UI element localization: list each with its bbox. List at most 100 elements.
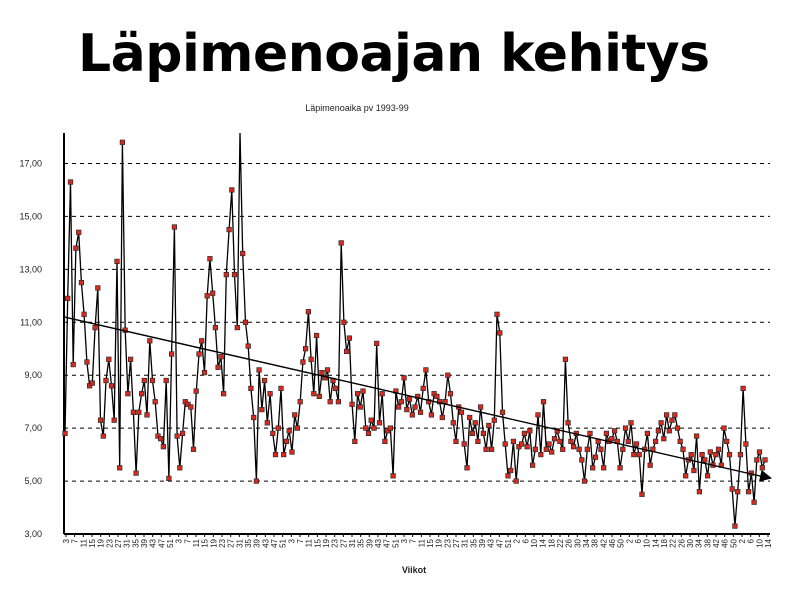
data-point bbox=[324, 367, 331, 373]
data-point bbox=[450, 420, 456, 426]
x-axis-label: Viikot bbox=[402, 565, 426, 575]
data-point bbox=[477, 404, 484, 410]
data-point bbox=[652, 438, 659, 445]
data-point bbox=[562, 356, 568, 362]
data-point bbox=[631, 451, 637, 458]
data-point bbox=[590, 465, 596, 471]
x-tick-label: 51 bbox=[279, 538, 288, 547]
data-point bbox=[182, 399, 188, 405]
data-point bbox=[177, 465, 183, 471]
data-point bbox=[508, 467, 514, 474]
data-point bbox=[409, 412, 415, 418]
data-point bbox=[67, 179, 74, 185]
x-tick-label: 31 bbox=[348, 538, 357, 547]
data-point bbox=[510, 438, 517, 445]
data-point bbox=[158, 436, 164, 442]
x-tick-label: 51 bbox=[166, 538, 175, 547]
data-point bbox=[743, 441, 749, 447]
data-point bbox=[245, 343, 251, 349]
data-point bbox=[540, 399, 547, 405]
x-tick-label: 3 bbox=[400, 538, 409, 543]
data-point bbox=[535, 412, 541, 418]
data-point bbox=[78, 279, 84, 286]
x-tick-label: 23 bbox=[443, 538, 452, 547]
data-point bbox=[84, 359, 90, 365]
y-tick-label: 17,00 bbox=[19, 158, 42, 168]
data-point bbox=[139, 391, 145, 397]
x-tick-label: 38 bbox=[591, 538, 600, 547]
x-tick-label: 30 bbox=[686, 538, 695, 547]
x-tick-label: 43 bbox=[149, 538, 158, 547]
data-point bbox=[343, 348, 350, 355]
data-point bbox=[737, 451, 743, 458]
data-point bbox=[486, 422, 492, 429]
data-point bbox=[270, 430, 276, 437]
x-tick-label: 35 bbox=[357, 538, 366, 547]
x-tick-label: 23 bbox=[105, 538, 114, 547]
x-tick-label: 7 bbox=[183, 538, 192, 543]
data-point bbox=[527, 428, 533, 434]
data-point bbox=[171, 224, 178, 230]
x-tick-label: 7 bbox=[409, 538, 418, 543]
data-point bbox=[518, 441, 525, 447]
y-tick-label: 13,00 bbox=[19, 264, 42, 274]
data-point bbox=[207, 256, 213, 262]
x-tick-label: 19 bbox=[435, 538, 444, 547]
data-point bbox=[447, 391, 454, 397]
data-point bbox=[264, 420, 270, 426]
data-point bbox=[724, 438, 730, 445]
data-point bbox=[592, 454, 599, 460]
x-tick-label: 11 bbox=[79, 538, 88, 547]
x-tick-label: 15 bbox=[313, 538, 322, 547]
x-tick-label: 11 bbox=[305, 538, 314, 547]
y-tick-label: 9,00 bbox=[24, 370, 42, 380]
data-point bbox=[581, 478, 588, 484]
data-point bbox=[658, 420, 664, 426]
y-tick-label: 11,00 bbox=[20, 317, 42, 327]
data-point bbox=[458, 409, 465, 415]
data-point bbox=[305, 309, 312, 315]
data-point bbox=[251, 414, 257, 421]
data-point bbox=[672, 412, 678, 418]
data-point bbox=[335, 399, 342, 405]
x-tick-label: 11 bbox=[192, 538, 201, 547]
data-point bbox=[385, 428, 391, 434]
data-point bbox=[188, 404, 194, 410]
data-point bbox=[584, 446, 590, 452]
data-point bbox=[467, 414, 473, 421]
data-point bbox=[210, 290, 216, 296]
x-tick-label: 31 bbox=[123, 538, 132, 547]
data-point bbox=[729, 486, 735, 492]
x-tick-label: 51 bbox=[504, 538, 513, 547]
data-point bbox=[231, 271, 238, 278]
data-point bbox=[688, 451, 694, 458]
data-point bbox=[256, 367, 262, 373]
data-point bbox=[97, 417, 104, 423]
data-point bbox=[636, 451, 642, 458]
trend-line bbox=[63, 316, 772, 482]
data-point bbox=[234, 324, 240, 331]
x-tick-label: 43 bbox=[374, 538, 383, 547]
data-point bbox=[259, 406, 265, 413]
data-points bbox=[62, 139, 768, 529]
data-point bbox=[661, 436, 667, 442]
chart-title: Läpimenoaika pv 1993-99 bbox=[305, 103, 409, 113]
data-point bbox=[226, 227, 232, 233]
data-point bbox=[696, 489, 702, 495]
data-point bbox=[283, 438, 290, 445]
data-point bbox=[108, 383, 115, 389]
data-point bbox=[516, 444, 522, 450]
data-point bbox=[732, 523, 738, 529]
data-point bbox=[426, 399, 432, 405]
data-point bbox=[603, 430, 609, 437]
data-point bbox=[92, 324, 98, 331]
x-tick-label: 19 bbox=[209, 538, 218, 547]
data-point bbox=[272, 451, 279, 458]
data-point bbox=[693, 433, 700, 439]
data-point bbox=[704, 473, 711, 479]
data-point bbox=[702, 457, 708, 463]
data-point bbox=[267, 391, 273, 397]
data-point bbox=[261, 377, 268, 384]
data-point bbox=[611, 428, 618, 434]
x-tick-label: 34 bbox=[695, 538, 704, 547]
